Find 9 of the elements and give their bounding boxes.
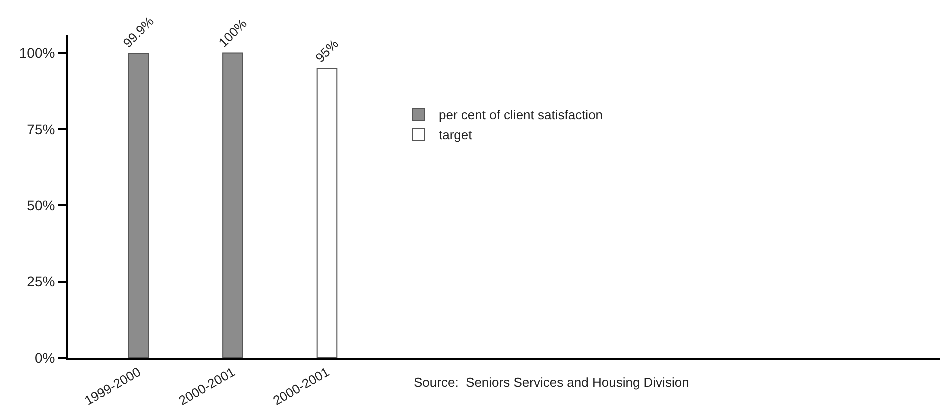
- legend-label: target: [439, 128, 473, 143]
- y-tick-label: 0%: [34, 350, 56, 366]
- y-tick-label: 100%: [19, 45, 56, 62]
- y-tick-label: 75%: [27, 121, 56, 138]
- legend-label: per cent of client satisfaction: [439, 108, 604, 123]
- source-note: Source: Seniors Services and Housing Division: [414, 375, 690, 390]
- data-label: 95%: [312, 36, 342, 66]
- y-tick-label: 50%: [27, 198, 56, 214]
- y-tick-label: 25%: [27, 274, 56, 290]
